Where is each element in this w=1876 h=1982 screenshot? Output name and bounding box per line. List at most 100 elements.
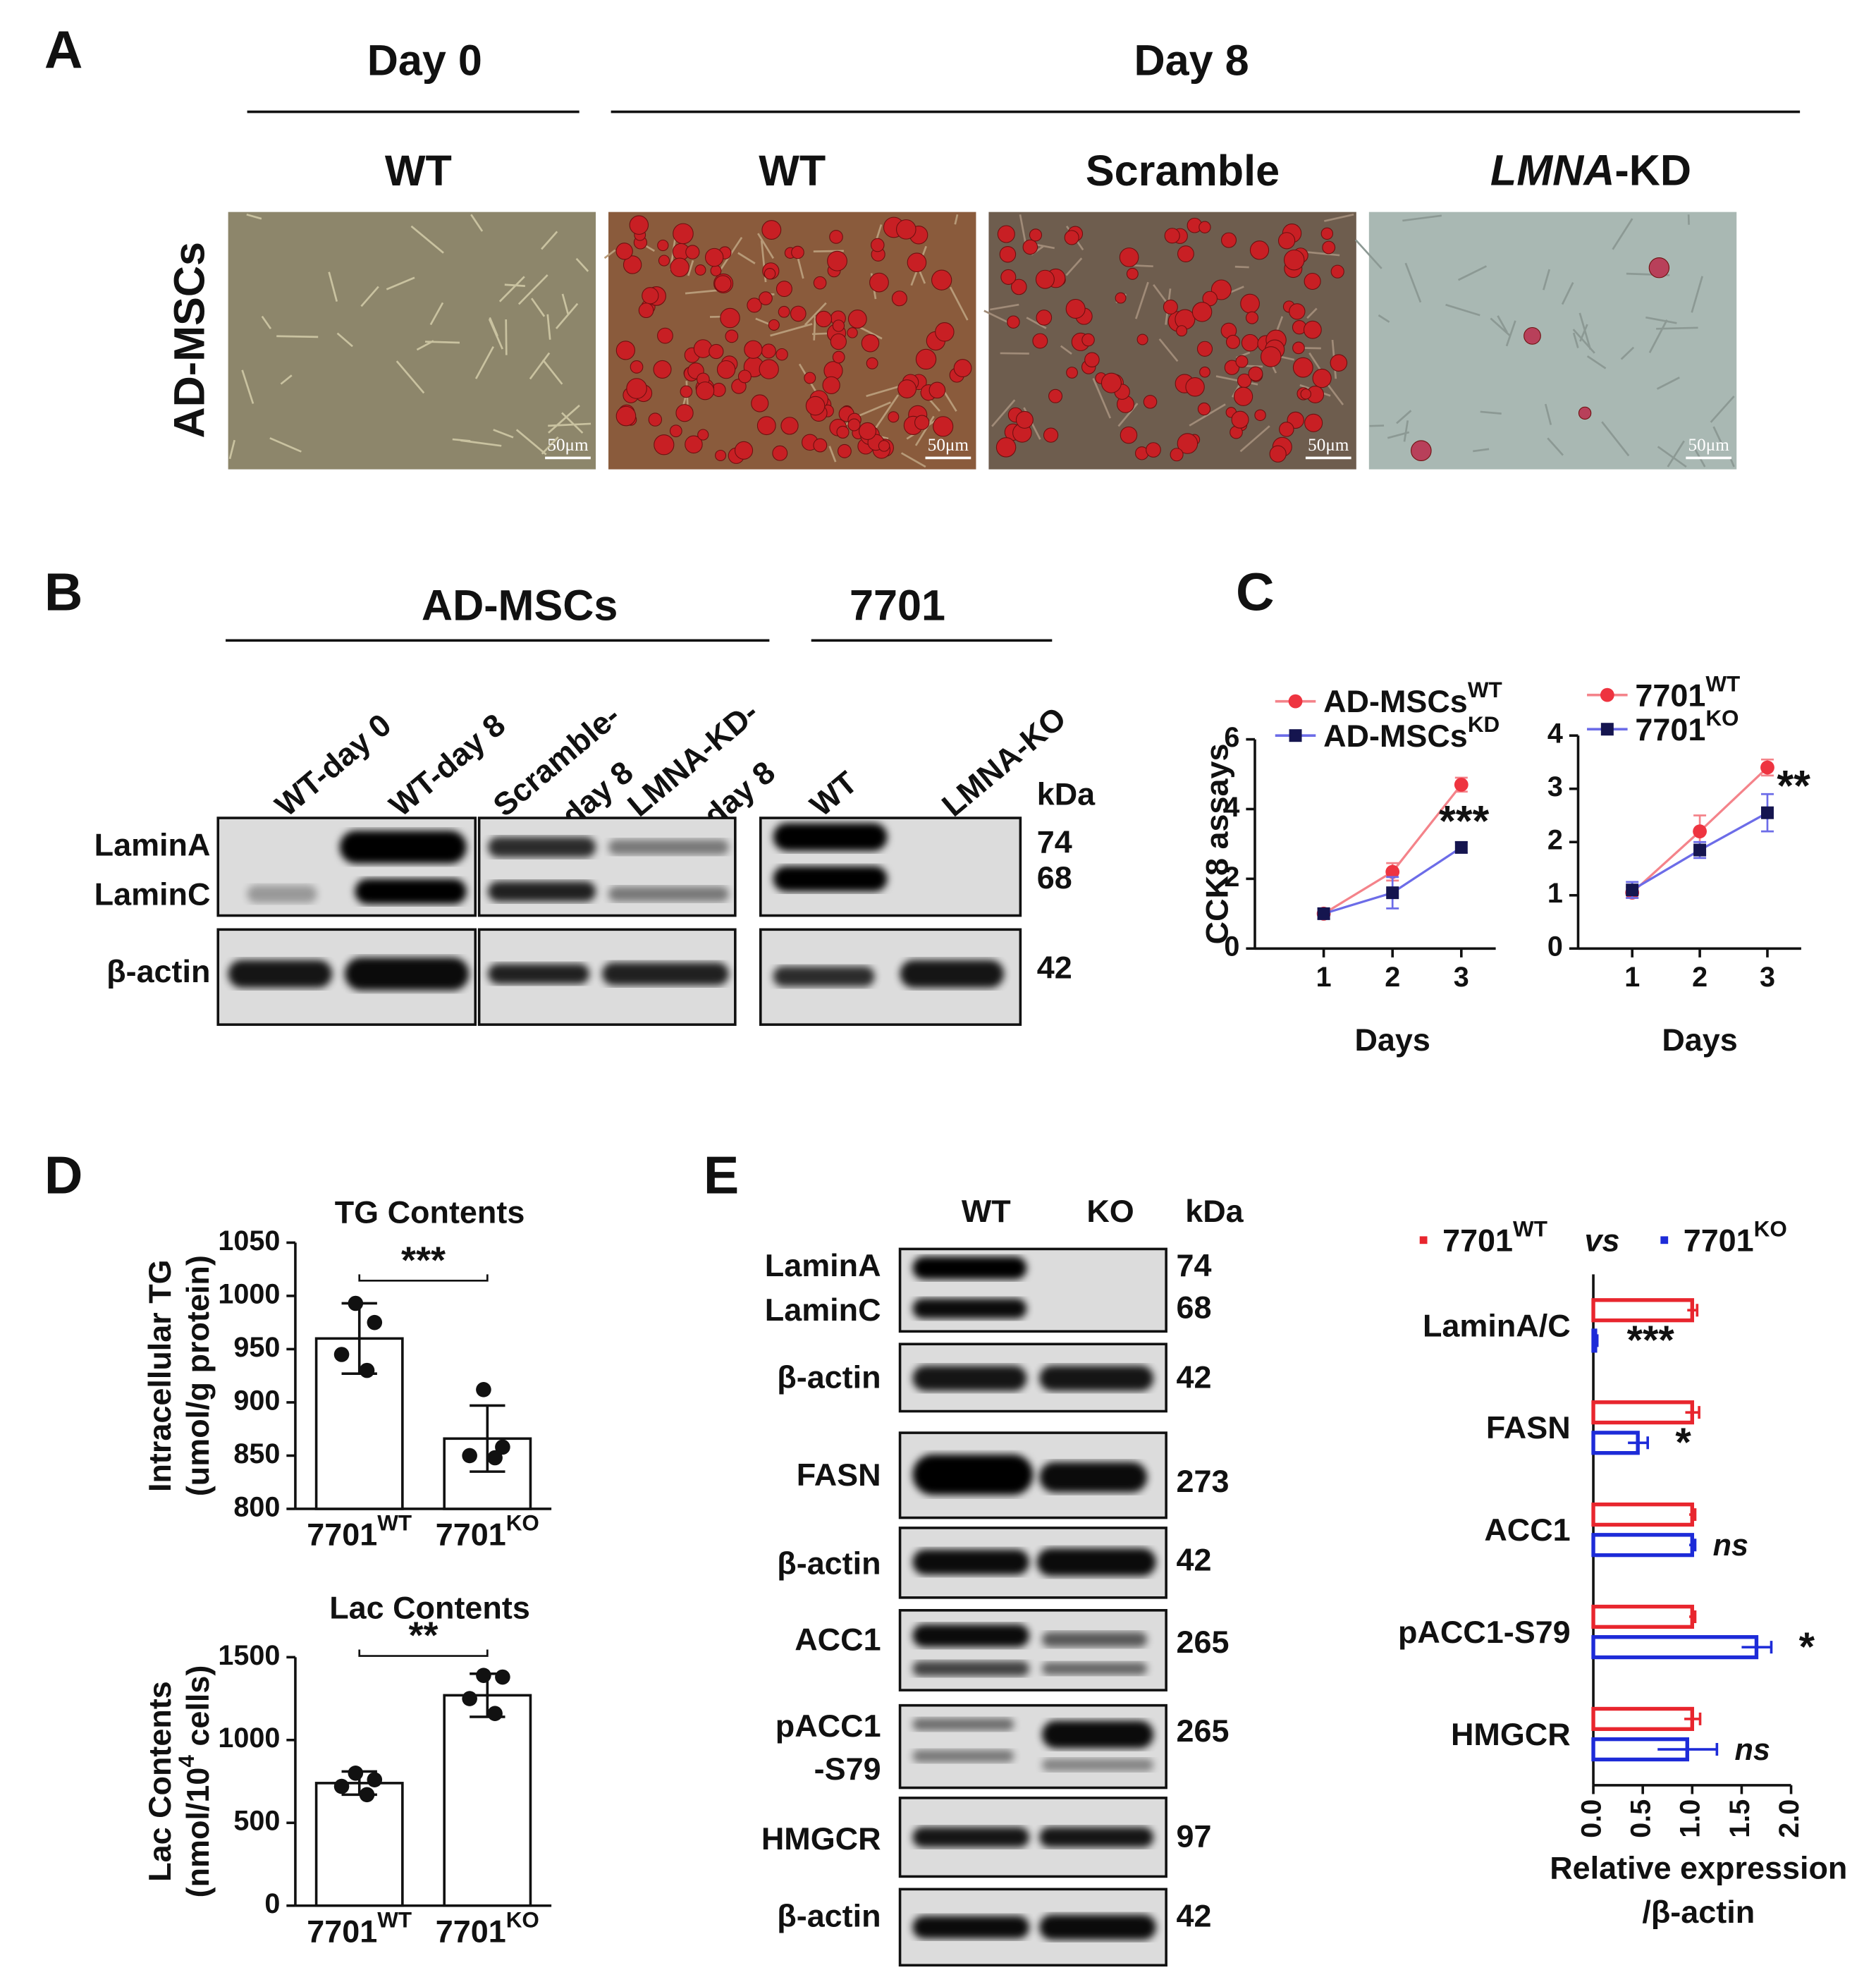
x-tick-label: 1 (1316, 962, 1332, 993)
lipid-droplet (626, 378, 647, 399)
marker (1693, 824, 1707, 839)
cell (575, 257, 589, 272)
error-bar (470, 1404, 505, 1473)
lipid-droplet (858, 422, 877, 440)
x-axis-label: Days (1354, 1022, 1430, 1058)
y-tick-label: 4 (1224, 792, 1239, 823)
lipid-droplet (933, 416, 954, 437)
lipid-droplet (615, 243, 633, 260)
lipid-droplet (1289, 303, 1306, 320)
kda-label: kDa (1185, 1193, 1244, 1229)
band (1039, 1365, 1154, 1391)
text-part: 7701 (1442, 1222, 1513, 1258)
blot-row-label: β-actin (106, 953, 210, 989)
lipid-droplet (907, 252, 927, 273)
lipid-droplet (1233, 386, 1253, 406)
band (773, 866, 888, 892)
lipid-droplet (1199, 366, 1210, 378)
lipid-droplet (805, 396, 826, 416)
cell (1657, 446, 1687, 468)
cell (1490, 317, 1511, 337)
lipid-droplet (888, 411, 900, 423)
y-axis-label: (umol/g protein) (180, 1255, 216, 1496)
cell (1612, 218, 1633, 250)
error-bar (1687, 1304, 1699, 1317)
lipid-droplet (1241, 334, 1259, 352)
cell (548, 422, 591, 427)
data-point (348, 1766, 364, 1781)
data-point (367, 1314, 383, 1330)
lipid-droplet (642, 287, 659, 305)
lipid-droplet (1231, 410, 1249, 429)
legend-entry: 7701KO (1635, 706, 1739, 747)
cell (1026, 317, 1047, 329)
text-part: 7701 (436, 1913, 506, 1949)
significance: *** (1627, 1318, 1675, 1363)
band (912, 1718, 1014, 1731)
cell (1710, 396, 1735, 423)
lipid-droplet (759, 291, 773, 305)
marker (1693, 843, 1707, 857)
marker (1317, 907, 1330, 920)
text-part: cells) (180, 1665, 216, 1755)
significance: ** (1777, 761, 1810, 809)
cell (515, 429, 547, 455)
cell (1572, 329, 1595, 354)
scale-bar-label: 50μm (1308, 436, 1349, 455)
y-tick-label: HMGCR (1451, 1716, 1571, 1752)
significance: ns (1713, 1529, 1748, 1562)
lipid-droplet (1300, 389, 1311, 400)
data-point (462, 1691, 477, 1706)
lipid-droplet (759, 359, 779, 379)
lane-label: WT-day 0 (268, 706, 398, 824)
scale-bar-label: 50μm (928, 436, 969, 455)
band (912, 1827, 1029, 1848)
y-tick-label: 950 (233, 1332, 280, 1363)
lipid-droplet (1304, 413, 1323, 432)
cell (1369, 424, 1385, 427)
column-title: WT (385, 147, 452, 195)
blot-row-label: pACC1 (775, 1708, 881, 1744)
lipid-droplet (716, 360, 736, 379)
bar (1591, 1502, 1694, 1527)
lipid-droplet (1022, 239, 1038, 255)
data-point (495, 1669, 510, 1685)
y-tick-label: 1 (1547, 878, 1563, 909)
significance: ** (409, 1615, 439, 1657)
lipid-droplet (1035, 269, 1055, 289)
lipid-droplet (837, 443, 852, 458)
superscript: KO (506, 1907, 539, 1932)
lipid-droplet (1322, 240, 1336, 255)
text-part: AD-MSCs (1323, 718, 1468, 754)
lipid-droplet (915, 348, 937, 370)
band (1036, 1548, 1156, 1577)
cell (991, 399, 1016, 427)
error-bar (1628, 1436, 1649, 1450)
lipid-droplet (657, 239, 669, 252)
cell (1544, 403, 1552, 425)
lipid-droplet (778, 305, 790, 318)
x-axis-label: /β-actin (1642, 1894, 1755, 1930)
cell (1133, 264, 1153, 268)
band (773, 966, 875, 987)
lipid-droplet (813, 438, 828, 453)
band (912, 1549, 1029, 1575)
lipid-droplet (1081, 333, 1095, 347)
panel-letter: B (44, 563, 83, 622)
lipid-droplet (1146, 442, 1161, 458)
marker (1454, 840, 1468, 854)
cell (1572, 332, 1579, 348)
marker (1385, 864, 1400, 879)
cell (1354, 239, 1383, 269)
lipid-droplet (1648, 257, 1670, 279)
x-tick-label: 1 (1624, 962, 1640, 993)
lipid-droplet (804, 372, 816, 384)
cell (990, 303, 1019, 311)
lipid-droplet (891, 290, 907, 307)
lipid-droplet (673, 223, 694, 245)
cell (530, 298, 546, 317)
cell (1019, 214, 1027, 245)
bar (314, 1782, 404, 1907)
lipid-droplet (751, 394, 769, 412)
lipid-droplet (1292, 357, 1313, 378)
